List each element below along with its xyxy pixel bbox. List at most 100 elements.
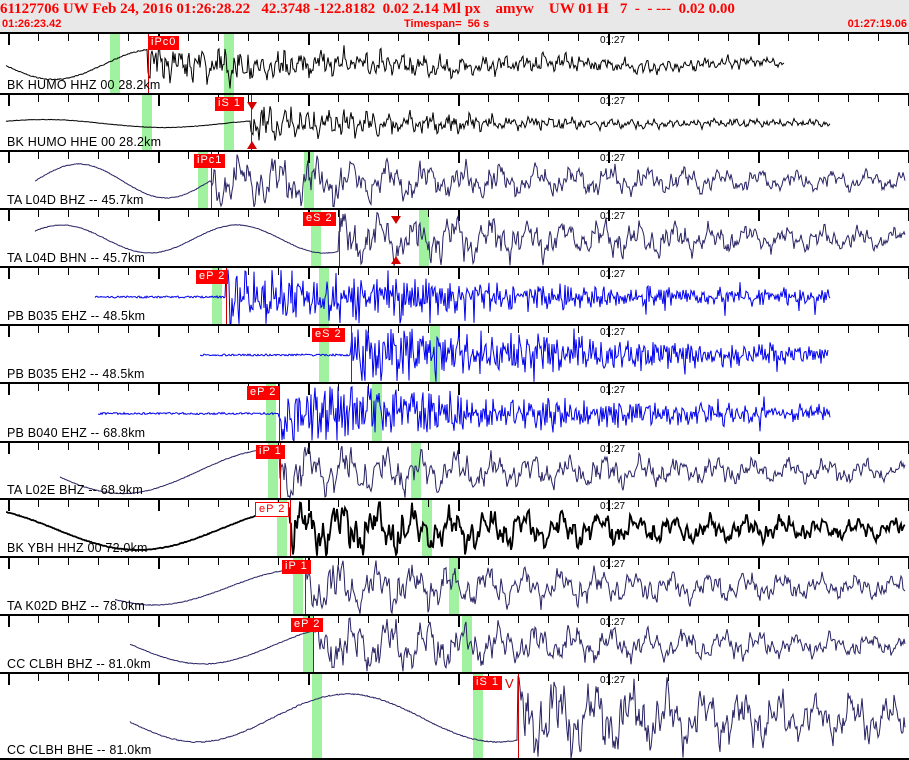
trace-row[interactable]: iP 1 01:27 TA L02E BHZ -- 68.9km bbox=[0, 441, 909, 498]
time-tick-major bbox=[458, 95, 460, 106]
trace-canvas[interactable]: eP 2 01:27 PB B040 EHZ -- 68.8km bbox=[0, 384, 909, 441]
time-tick-major bbox=[8, 384, 10, 395]
time-tick-minor bbox=[38, 384, 39, 391]
time-tick-major bbox=[308, 326, 310, 337]
time-axis-label: 01:27 bbox=[600, 385, 626, 396]
phase-pick-line[interactable] bbox=[518, 674, 519, 758]
time-tick-major bbox=[458, 152, 460, 163]
phase-pick-tag[interactable]: iP 1 bbox=[256, 445, 285, 459]
trace-row[interactable]: eS 2 01:27 TA L04D BHN -- 45.7km bbox=[0, 208, 909, 266]
phase-pick-line[interactable] bbox=[339, 210, 340, 266]
phase-pick-tag[interactable]: eP 2 bbox=[291, 618, 324, 632]
phase-pick-line[interactable] bbox=[280, 443, 281, 498]
time-tick-minor bbox=[548, 384, 549, 391]
trace-row[interactable]: iP 1 01:27 TA K02D BHZ -- 78.0km bbox=[0, 556, 909, 614]
trace-canvas[interactable]: iPc1 01:27 TA L04D BHZ -- 45.7km bbox=[0, 152, 909, 208]
phase-pick-tag[interactable]: iPc0 bbox=[148, 36, 180, 50]
time-tick-minor bbox=[368, 152, 369, 159]
trace-row[interactable]: eS 2 01:27 PB B035 EH2 -- 48.5km bbox=[0, 324, 909, 382]
trace-row[interactable]: eP 2 01:27 CC CLBH BHZ -- 81.0km bbox=[0, 614, 909, 672]
time-tick-minor bbox=[278, 268, 279, 275]
phase-pick-tag[interactable]: eP 2 bbox=[196, 270, 229, 284]
phase-pick-tag[interactable]: eS 2 bbox=[312, 328, 345, 342]
time-tick-minor bbox=[38, 152, 39, 159]
trace-canvas[interactable]: iS 1 01:27 BK HUMO HHE 00 28.2km bbox=[0, 95, 909, 150]
trace-row[interactable]: iPc0 01:27 BK HUMO HHZ 00 28.2km bbox=[0, 32, 909, 93]
phase-pick-tag[interactable]: eP 2 bbox=[255, 502, 290, 517]
time-tick-major bbox=[758, 616, 760, 627]
time-tick-minor bbox=[698, 443, 699, 450]
time-tick-minor bbox=[668, 152, 669, 159]
time-tick-major bbox=[158, 268, 160, 279]
trace-stack[interactable]: iPc0 01:27 BK HUMO HHZ 00 28.2km iS 1 01:27 B… bbox=[0, 32, 909, 760]
time-tick-minor bbox=[368, 326, 369, 333]
phase-highlight-band bbox=[303, 616, 313, 672]
amplitude-marker-up-icon bbox=[247, 141, 257, 149]
time-tick-minor bbox=[38, 268, 39, 275]
trace-row[interactable]: eP 2 01:27 BK YBH HHZ 00 72.0km bbox=[0, 498, 909, 556]
time-tick-minor bbox=[368, 674, 369, 681]
time-tick-minor bbox=[878, 95, 879, 102]
phase-pick-tag[interactable]: iPc1 bbox=[194, 154, 226, 168]
trace-row[interactable]: iPc1 01:27 TA L04D BHZ -- 45.7km bbox=[0, 150, 909, 208]
trace-canvas[interactable]: eS 2 01:27 TA L04D BHN -- 45.7km bbox=[0, 210, 909, 266]
time-tick-minor bbox=[338, 152, 339, 159]
time-tick-minor bbox=[218, 326, 219, 333]
trace-row[interactable]: eP 2 01:27 PB B040 EHZ -- 68.8km bbox=[0, 382, 909, 441]
phase-pick-line[interactable] bbox=[226, 268, 227, 324]
trace-canvas[interactable]: eP 2 01:27 BK YBH HHZ 00 72.0km bbox=[0, 500, 909, 556]
time-tick-minor bbox=[38, 616, 39, 623]
time-axis-label: 01:27 bbox=[600, 153, 626, 164]
trace-canvas[interactable]: iP 1 01:27 TA K02D BHZ -- 78.0km bbox=[0, 558, 909, 614]
phase-pick-line[interactable] bbox=[251, 95, 252, 150]
time-tick-minor bbox=[578, 443, 579, 450]
phase-pick-tag[interactable]: eP 2 bbox=[247, 386, 280, 400]
time-tick-minor bbox=[668, 210, 669, 217]
trace-canvas[interactable]: eS 2 01:27 PB B035 EH2 -- 48.5km bbox=[0, 326, 909, 382]
trace-canvas[interactable]: eP 2 01:27 CC CLBH BHZ -- 81.0km bbox=[0, 616, 909, 672]
phase-pick-line[interactable] bbox=[351, 326, 352, 382]
time-tick-minor bbox=[788, 326, 789, 333]
time-tick-minor bbox=[398, 500, 399, 507]
trace-canvas[interactable]: iP 1 01:27 TA L02E BHZ -- 68.9km bbox=[0, 443, 909, 498]
phase-pick-line[interactable] bbox=[313, 616, 314, 672]
time-tick-minor bbox=[548, 674, 549, 681]
phase-pick-line[interactable] bbox=[290, 500, 291, 556]
phase-pick-tag[interactable]: iS 1 bbox=[215, 97, 244, 111]
trace-canvas[interactable]: iPc0 01:27 BK HUMO HHZ 00 28.2km bbox=[0, 34, 909, 93]
phase-pick-tag[interactable]: iP 1 bbox=[282, 560, 311, 574]
time-tick-minor bbox=[68, 500, 69, 507]
window-start-time: 01:26:23.42 bbox=[2, 18, 62, 30]
time-tick-minor bbox=[518, 384, 519, 391]
time-tick-minor bbox=[878, 152, 879, 159]
time-tick-minor bbox=[128, 674, 129, 681]
time-tick-major bbox=[758, 210, 760, 221]
phase-pick-line[interactable] bbox=[211, 152, 212, 208]
time-tick-major bbox=[308, 95, 310, 106]
trace-row[interactable]: eP 2 01:27 PB B035 EHZ -- 48.5km bbox=[0, 266, 909, 324]
phase-pick-tag[interactable]: iS 1 bbox=[473, 676, 502, 690]
phase-pick-line[interactable] bbox=[305, 558, 306, 614]
time-tick-minor bbox=[878, 34, 879, 41]
time-tick-minor bbox=[548, 616, 549, 623]
phase-highlight-band bbox=[319, 326, 329, 382]
time-tick-minor bbox=[68, 384, 69, 391]
phase-pick-line[interactable] bbox=[279, 384, 280, 441]
trace-row[interactable]: iS 1 01:27 BK HUMO HHE 00 28.2km bbox=[0, 93, 909, 150]
phase-pick-tag[interactable]: eS 2 bbox=[303, 212, 336, 226]
trace-canvas[interactable]: eP 2 01:27 PB B035 EHZ -- 48.5km bbox=[0, 268, 909, 324]
time-tick-minor bbox=[98, 34, 99, 41]
time-tick-minor bbox=[248, 500, 249, 507]
waveform bbox=[6, 501, 906, 556]
time-tick-minor bbox=[98, 443, 99, 450]
time-tick-minor bbox=[518, 326, 519, 333]
time-tick-minor bbox=[488, 558, 489, 565]
time-tick-minor bbox=[848, 34, 849, 41]
time-tick-minor bbox=[188, 210, 189, 217]
phase-pick-line[interactable] bbox=[148, 34, 149, 93]
time-tick-major bbox=[758, 674, 760, 685]
waveform bbox=[114, 560, 906, 614]
